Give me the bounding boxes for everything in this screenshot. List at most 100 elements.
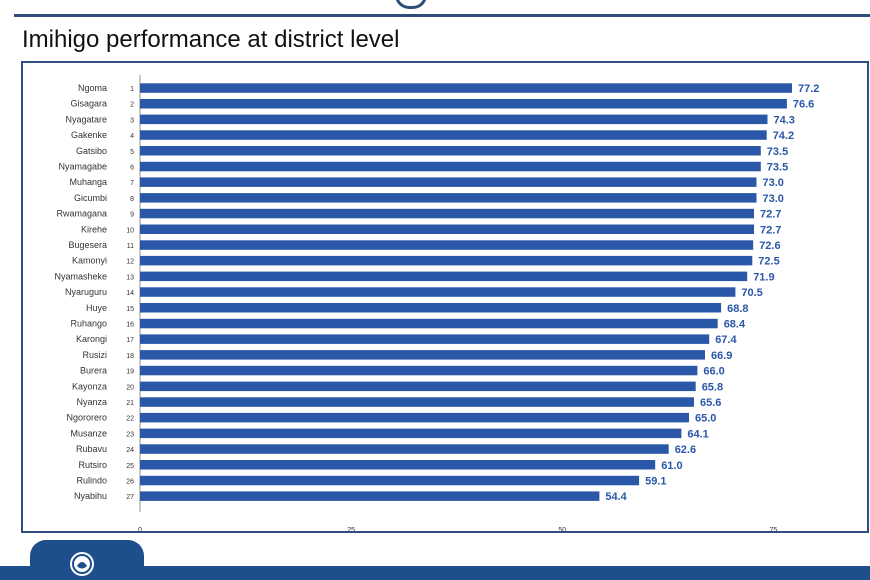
rank-label: 23 bbox=[126, 431, 134, 438]
category-label: Nyabihu bbox=[74, 491, 107, 501]
bar bbox=[140, 491, 600, 501]
bar bbox=[140, 114, 768, 125]
category-label: Rulindo bbox=[76, 476, 107, 486]
rank-label: 25 bbox=[126, 463, 134, 470]
rank-label: 18 bbox=[126, 353, 134, 360]
data-label: 71.9 bbox=[753, 271, 774, 283]
category-label: Ngororero bbox=[66, 413, 107, 423]
bar bbox=[140, 412, 689, 423]
bar bbox=[140, 428, 682, 439]
data-label: 65.8 bbox=[702, 381, 723, 393]
bar bbox=[140, 444, 669, 454]
data-label: 74.2 bbox=[773, 130, 794, 142]
top-rule bbox=[14, 14, 870, 17]
category-label: Rusizi bbox=[82, 350, 107, 360]
category-label: Burera bbox=[80, 366, 107, 376]
bar bbox=[140, 271, 748, 282]
category-label: Huye bbox=[86, 303, 107, 313]
data-label: 74.3 bbox=[774, 114, 795, 126]
category-label: Gicumbi bbox=[74, 193, 107, 203]
category-label: Nyamasheke bbox=[54, 271, 107, 281]
bar bbox=[140, 460, 656, 470]
data-label: 73.0 bbox=[763, 193, 784, 205]
category-label: Gisagara bbox=[70, 99, 107, 109]
rank-label: 26 bbox=[126, 479, 134, 486]
x-tick-label: 0 bbox=[138, 527, 142, 531]
category-label: Rubavu bbox=[76, 444, 107, 454]
rank-label: 4 bbox=[130, 133, 134, 140]
bar bbox=[140, 161, 761, 172]
footer-bar bbox=[0, 566, 870, 580]
rank-label: 22 bbox=[126, 416, 134, 423]
data-label: 76.6 bbox=[793, 99, 814, 111]
rank-label: 10 bbox=[126, 227, 134, 234]
category-label: Muhanga bbox=[69, 177, 107, 187]
data-label: 66.9 bbox=[711, 350, 732, 362]
rank-label: 6 bbox=[130, 165, 134, 172]
rank-label: 19 bbox=[126, 369, 134, 376]
rank-label: 12 bbox=[126, 259, 134, 266]
bar bbox=[140, 130, 767, 140]
data-label: 62.6 bbox=[675, 444, 696, 456]
bar bbox=[140, 208, 754, 219]
rank-label: 11 bbox=[127, 243, 134, 250]
data-label: 72.7 bbox=[760, 224, 781, 236]
bar bbox=[140, 287, 736, 297]
category-label: Ruhango bbox=[70, 319, 107, 329]
rank-label: 13 bbox=[126, 274, 134, 281]
category-label: Rutsiro bbox=[78, 460, 107, 470]
rank-label: 16 bbox=[126, 322, 134, 329]
bar bbox=[140, 318, 718, 329]
rank-label: 1 bbox=[130, 86, 134, 93]
data-label: 65.6 bbox=[700, 397, 721, 409]
rank-label: 27 bbox=[126, 494, 134, 501]
rank-label: 8 bbox=[130, 196, 134, 203]
bar-chart: Ngoma 1 77.2 Gisagara 2 76.6 Nyagatare 3 74.3 Gak… bbox=[54, 75, 819, 531]
bar bbox=[140, 475, 640, 486]
data-label: 72.7 bbox=[760, 209, 781, 221]
data-label: 64.1 bbox=[687, 428, 708, 440]
rank-label: 17 bbox=[126, 337, 134, 344]
rank-label: 24 bbox=[126, 447, 134, 454]
chart-frame: Ngoma 1 77.2 Gisagara 2 76.6 Nyagatare 3 74.3 Gak… bbox=[21, 61, 869, 533]
rank-label: 20 bbox=[126, 384, 134, 391]
category-label: Ngoma bbox=[78, 83, 107, 93]
bar bbox=[140, 177, 757, 187]
bar bbox=[140, 83, 792, 93]
bar bbox=[140, 240, 754, 250]
data-label: 65.0 bbox=[695, 413, 716, 425]
logo-emblem-icon bbox=[70, 552, 94, 576]
category-label: Nyanza bbox=[76, 397, 107, 407]
bar bbox=[140, 350, 705, 360]
category-label: Gakenke bbox=[71, 130, 107, 140]
category-label: Kirehe bbox=[81, 224, 107, 234]
rank-label: 15 bbox=[126, 306, 134, 313]
category-label: Rwamagana bbox=[56, 209, 107, 219]
data-label: 73.5 bbox=[767, 146, 788, 158]
category-label: Karongi bbox=[76, 334, 107, 344]
data-label: 73.0 bbox=[763, 177, 784, 189]
data-label: 68.8 bbox=[727, 303, 748, 315]
bar bbox=[140, 397, 694, 407]
data-label: 73.5 bbox=[767, 162, 788, 174]
bar bbox=[140, 99, 787, 109]
bar bbox=[140, 365, 698, 376]
category-label: Nyaruguru bbox=[65, 287, 107, 297]
category-label: Musanze bbox=[70, 428, 107, 438]
rank-label: 2 bbox=[130, 102, 134, 109]
bar bbox=[140, 381, 696, 392]
rank-label: 14 bbox=[126, 290, 134, 297]
category-label: Kayonza bbox=[72, 381, 107, 391]
category-label: Bugesera bbox=[68, 240, 107, 250]
rank-label: 21 bbox=[126, 400, 134, 407]
bar bbox=[140, 303, 722, 313]
bar bbox=[140, 255, 753, 266]
x-tick-label: 75 bbox=[770, 527, 778, 531]
data-label: 72.5 bbox=[758, 256, 779, 268]
x-tick-label: 50 bbox=[558, 527, 566, 531]
bar bbox=[140, 224, 754, 234]
bar bbox=[140, 193, 757, 203]
rank-label: 5 bbox=[130, 149, 134, 156]
data-label: 77.2 bbox=[798, 83, 819, 95]
category-label: Gatsibo bbox=[76, 146, 107, 156]
